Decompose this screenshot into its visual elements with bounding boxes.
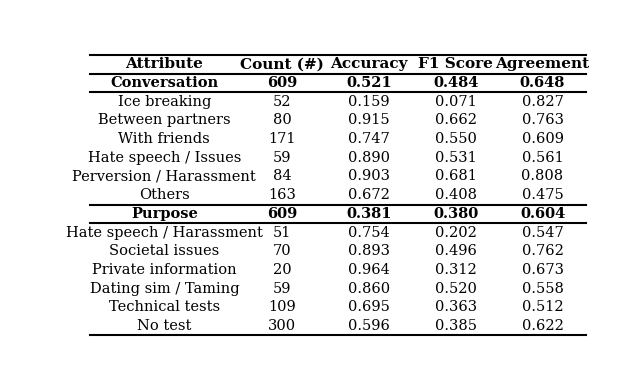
Text: 109: 109	[268, 300, 296, 314]
Text: Societal issues: Societal issues	[109, 244, 220, 258]
Text: Hate speech / Harassment: Hate speech / Harassment	[66, 226, 263, 239]
Text: Count (#): Count (#)	[240, 57, 324, 72]
Text: 0.561: 0.561	[522, 151, 563, 165]
Text: 0.596: 0.596	[348, 319, 390, 333]
Text: Conversation: Conversation	[110, 76, 218, 90]
Text: 0.695: 0.695	[348, 300, 390, 314]
Text: Accuracy: Accuracy	[330, 57, 408, 72]
Text: 20: 20	[273, 263, 291, 277]
Text: 0.159: 0.159	[348, 95, 390, 109]
Text: 0.521: 0.521	[346, 76, 392, 90]
Text: 0.604: 0.604	[520, 207, 565, 221]
Text: Attribute: Attribute	[125, 57, 204, 72]
Text: 609: 609	[267, 207, 297, 221]
Text: 52: 52	[273, 95, 291, 109]
Text: 0.312: 0.312	[435, 263, 477, 277]
Text: 163: 163	[268, 188, 296, 202]
Text: 0.071: 0.071	[435, 95, 477, 109]
Text: 0.558: 0.558	[522, 281, 563, 296]
Text: 0.903: 0.903	[348, 169, 390, 184]
Text: 0.763: 0.763	[522, 114, 564, 127]
Text: 0.622: 0.622	[522, 319, 563, 333]
Text: 171: 171	[268, 132, 296, 146]
Text: 0.648: 0.648	[520, 76, 565, 90]
Text: Ice breaking: Ice breaking	[118, 95, 211, 109]
Text: Agreement: Agreement	[495, 57, 589, 72]
Text: Dating sim / Taming: Dating sim / Taming	[90, 281, 239, 296]
Text: 0.408: 0.408	[435, 188, 477, 202]
Text: 0.754: 0.754	[348, 226, 390, 239]
Text: 80: 80	[273, 114, 291, 127]
Text: 0.964: 0.964	[348, 263, 390, 277]
Text: 0.808: 0.808	[522, 169, 564, 184]
Text: Private information: Private information	[92, 263, 237, 277]
Text: Between partners: Between partners	[98, 114, 230, 127]
Text: 59: 59	[273, 281, 291, 296]
Text: 0.547: 0.547	[522, 226, 563, 239]
Text: 0.531: 0.531	[435, 151, 477, 165]
Text: 0.860: 0.860	[348, 281, 390, 296]
Text: 0.380: 0.380	[433, 207, 478, 221]
Text: 0.673: 0.673	[522, 263, 564, 277]
Text: 0.385: 0.385	[435, 319, 477, 333]
Text: 0.672: 0.672	[348, 188, 390, 202]
Text: With friends: With friends	[118, 132, 210, 146]
Text: 609: 609	[267, 76, 297, 90]
Text: 0.202: 0.202	[435, 226, 477, 239]
Text: 70: 70	[273, 244, 291, 258]
Text: 0.520: 0.520	[435, 281, 477, 296]
Text: 0.827: 0.827	[522, 95, 563, 109]
Text: 84: 84	[273, 169, 291, 184]
Text: 0.915: 0.915	[348, 114, 390, 127]
Text: Others: Others	[139, 188, 189, 202]
Text: 0.747: 0.747	[348, 132, 390, 146]
Text: 0.363: 0.363	[435, 300, 477, 314]
Text: Perversion / Harassment: Perversion / Harassment	[72, 169, 256, 184]
Text: 300: 300	[268, 319, 296, 333]
Text: Purpose: Purpose	[131, 207, 198, 221]
Text: 0.484: 0.484	[433, 76, 479, 90]
Text: 0.890: 0.890	[348, 151, 390, 165]
Text: 0.609: 0.609	[522, 132, 564, 146]
Text: 51: 51	[273, 226, 291, 239]
Text: 0.662: 0.662	[435, 114, 477, 127]
Text: 0.893: 0.893	[348, 244, 390, 258]
Text: 0.681: 0.681	[435, 169, 477, 184]
Text: Technical tests: Technical tests	[109, 300, 220, 314]
Text: 59: 59	[273, 151, 291, 165]
Text: F1 Score: F1 Score	[419, 57, 493, 72]
Text: Hate speech / Issues: Hate speech / Issues	[88, 151, 241, 165]
Text: 0.475: 0.475	[522, 188, 563, 202]
Text: 0.496: 0.496	[435, 244, 477, 258]
Text: 0.512: 0.512	[522, 300, 563, 314]
Text: 0.381: 0.381	[346, 207, 392, 221]
Text: 0.762: 0.762	[522, 244, 563, 258]
Text: No test: No test	[137, 319, 191, 333]
Text: 0.550: 0.550	[435, 132, 477, 146]
